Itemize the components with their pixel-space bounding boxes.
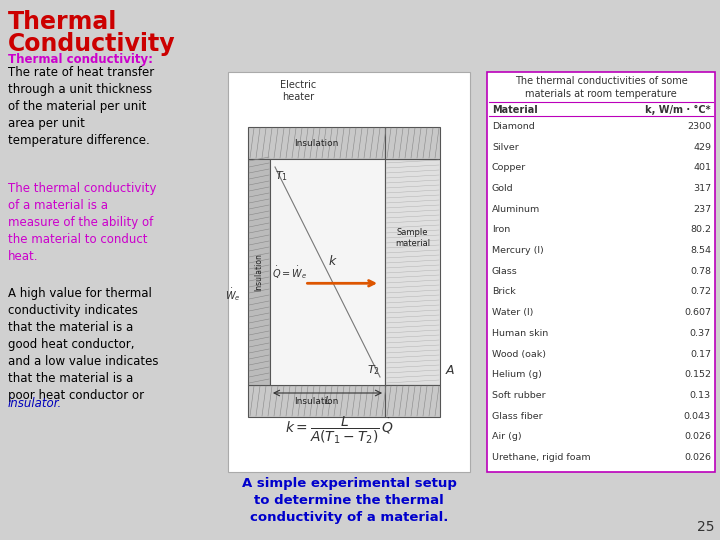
Text: 0.72: 0.72: [690, 287, 711, 296]
Text: Brick: Brick: [492, 287, 516, 296]
Text: Silver: Silver: [492, 143, 518, 152]
Text: A simple experimental setup
to determine the thermal
conductivity of a material.: A simple experimental setup to determine…: [242, 477, 456, 524]
Text: Helium (g): Helium (g): [492, 370, 542, 379]
Bar: [385, 385, 440, 417]
Bar: [487, 72, 715, 472]
Text: Mercury (l): Mercury (l): [492, 246, 544, 255]
Text: $L$: $L$: [324, 394, 331, 406]
Text: 0.026: 0.026: [684, 453, 711, 462]
Bar: [385, 159, 440, 385]
Text: The thermal conductivity
of a material is a
measure of the ability of
the materi: The thermal conductivity of a material i…: [8, 182, 156, 263]
Bar: [248, 385, 385, 417]
Text: Urethane, rigid foam: Urethane, rigid foam: [492, 453, 590, 462]
Text: 237: 237: [693, 205, 711, 214]
Bar: [248, 127, 385, 159]
Text: Water (l): Water (l): [492, 308, 534, 317]
Text: 80.2: 80.2: [690, 225, 711, 234]
Text: The rate of heat transfer
through a unit thickness
of the material per unit
area: The rate of heat transfer through a unit…: [8, 66, 154, 147]
Text: A high value for thermal
conductivity indicates
that the material is a
good heat: A high value for thermal conductivity in…: [8, 287, 158, 402]
Text: Human skin: Human skin: [492, 329, 548, 338]
Text: $T_2$: $T_2$: [367, 363, 380, 377]
Bar: [270, 159, 385, 385]
Text: Air (g): Air (g): [492, 433, 521, 441]
Text: 401: 401: [693, 163, 711, 172]
Text: k, W/m · °C*: k, W/m · °C*: [645, 105, 711, 115]
Bar: [228, 72, 470, 472]
Text: Insulation: Insulation: [294, 396, 338, 406]
Text: 0.78: 0.78: [690, 267, 711, 276]
Text: Insulation: Insulation: [294, 138, 338, 147]
Text: $k$: $k$: [328, 254, 338, 268]
Text: Conductivity: Conductivity: [8, 32, 176, 56]
Text: 0.026: 0.026: [684, 433, 711, 441]
Text: Wood (oak): Wood (oak): [492, 349, 546, 359]
Text: 429: 429: [693, 143, 711, 152]
Text: Aluminum: Aluminum: [492, 205, 540, 214]
Text: 0.152: 0.152: [684, 370, 711, 379]
Text: 0.043: 0.043: [684, 411, 711, 421]
Text: Thermal conductivity:: Thermal conductivity:: [8, 53, 153, 66]
Text: Electric
heater: Electric heater: [280, 80, 316, 102]
Text: The thermal conductivities of some
materials at room temperature: The thermal conductivities of some mater…: [515, 76, 688, 99]
Text: Material: Material: [492, 105, 538, 115]
Text: $T_1$: $T_1$: [275, 169, 288, 183]
Text: $\dot{Q}=\dot{W}_e$: $\dot{Q}=\dot{W}_e$: [272, 265, 307, 281]
Text: insulator.: insulator.: [8, 397, 62, 410]
Text: $A$: $A$: [445, 363, 455, 376]
Bar: [248, 159, 270, 385]
Bar: [385, 127, 440, 159]
Text: 25: 25: [696, 520, 714, 534]
Text: 0.37: 0.37: [690, 329, 711, 338]
Text: Iron: Iron: [492, 225, 510, 234]
Text: Copper: Copper: [492, 163, 526, 172]
Text: $\dot{W}_e$: $\dot{W}_e$: [225, 286, 240, 303]
Text: $k = \dfrac{L}{A(T_1 - T_2)}\,\dot{Q}$: $k = \dfrac{L}{A(T_1 - T_2)}\,\dot{Q}$: [284, 414, 393, 446]
Text: Insulation: Insulation: [254, 253, 264, 291]
Text: 0.607: 0.607: [684, 308, 711, 317]
Text: 317: 317: [693, 184, 711, 193]
Text: Diamond: Diamond: [492, 122, 535, 131]
Text: Sample
material: Sample material: [395, 228, 430, 248]
Text: Gold: Gold: [492, 184, 513, 193]
Text: 8.54: 8.54: [690, 246, 711, 255]
Text: 0.13: 0.13: [690, 391, 711, 400]
Text: Glass: Glass: [492, 267, 518, 276]
Text: Thermal: Thermal: [8, 10, 117, 34]
Text: 0.17: 0.17: [690, 349, 711, 359]
Text: Soft rubber: Soft rubber: [492, 391, 546, 400]
Text: 2300: 2300: [687, 122, 711, 131]
Text: Glass fiber: Glass fiber: [492, 411, 543, 421]
